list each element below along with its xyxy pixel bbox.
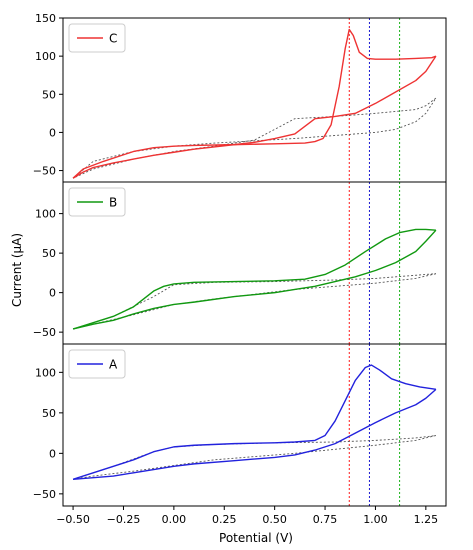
- panel-c-y-tick-label: 50: [42, 88, 56, 101]
- panel-c-y-tick-label: 150: [35, 12, 56, 25]
- panel-a-cv-reverse-line: [73, 388, 437, 480]
- panel-a-cv-forward-line: [72, 364, 437, 480]
- panel-c-background-forward-line: [72, 97, 437, 179]
- x-tick-label: 1.25: [414, 513, 439, 526]
- panel-b: B: [62, 181, 447, 345]
- panel-c-y-tick-label: −50: [33, 165, 56, 178]
- panel-b-legend: B: [68, 187, 126, 217]
- x-tick-label: −0.25: [107, 513, 141, 526]
- x-tick-label: 0.00: [162, 513, 187, 526]
- x-tick-label: 0.25: [212, 513, 237, 526]
- panel-a-y-tick-label: 100: [35, 366, 56, 379]
- panel-a-legend-label: A: [109, 358, 118, 372]
- panel-b-legend-label: B: [109, 196, 117, 210]
- panel-a: A: [62, 343, 447, 507]
- panel-b-y-tick-label: 100: [35, 208, 56, 221]
- panel-b-y-tick-label: −50: [33, 326, 56, 339]
- panel-a-frame: [62, 343, 447, 507]
- panel-a-y-tick-label: 50: [42, 407, 56, 420]
- panel-c-y-tick-label: 100: [35, 50, 56, 63]
- x-axis-label: Potential (V): [219, 531, 293, 545]
- panel-c-legend-label: C: [109, 32, 117, 46]
- x-tick-label: 0.75: [313, 513, 338, 526]
- tick-layer: −50 0 50 100 150 −50 0 50 100 −50 0 50 100 −0.50 −0.25…: [33, 12, 438, 526]
- panel-a-y-tick-label: −50: [33, 488, 56, 501]
- x-tick-label: −0.50: [56, 513, 90, 526]
- panel-c-y-tick-label: 0: [49, 126, 56, 139]
- panel-a-y-tick-label: 0: [49, 447, 56, 460]
- panel-a-series: [72, 344, 437, 506]
- panel-a-legend: A: [68, 349, 126, 379]
- x-tick-label: 1.00: [363, 513, 388, 526]
- panel-c-background-reverse-line: [72, 97, 437, 179]
- y-axis-label: Current (μA): [10, 233, 24, 307]
- panel-b-y-tick-label: 50: [42, 247, 56, 260]
- panel-c-series: [72, 18, 437, 182]
- x-tick-label: 0.50: [262, 513, 287, 526]
- panel-b-cv-forward-line: [72, 228, 436, 330]
- panel-b-series: [72, 182, 437, 344]
- panel-c-legend: C: [68, 23, 126, 53]
- panel-b-cv-reverse-line: [72, 229, 437, 330]
- panel-b-y-tick-label: 0: [49, 287, 56, 300]
- plot-area: C B A: [62, 17, 447, 507]
- panel-c-cv-reverse-line: [72, 55, 437, 179]
- panel-c-cv-forward-line: [72, 28, 437, 179]
